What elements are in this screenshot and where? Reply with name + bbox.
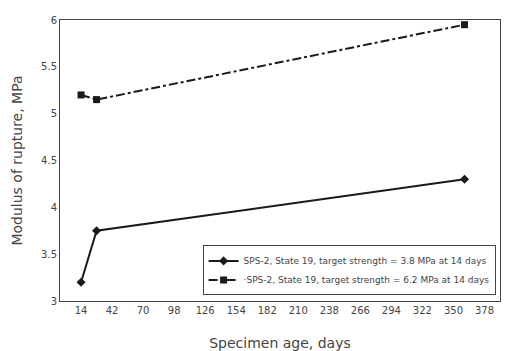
- svg-text:182: 182: [258, 305, 277, 316]
- svg-text:70: 70: [137, 305, 150, 316]
- svg-text:350: 350: [444, 305, 463, 316]
- svg-text:266: 266: [351, 305, 370, 316]
- svg-text:5.5: 5.5: [41, 61, 57, 72]
- svg-text:SPS-2, State 19, target streng: SPS-2, State 19, target strength = 3.8 M…: [244, 256, 487, 266]
- svg-text:Specimen age, days: Specimen age, days: [209, 335, 351, 351]
- svg-text:5: 5: [51, 108, 57, 119]
- svg-text:4: 4: [51, 202, 57, 213]
- svg-text:42: 42: [106, 305, 119, 316]
- svg-text:·SPS-2, State 19, target stren: ·SPS-2, State 19, target strength = 6.2 …: [244, 275, 490, 285]
- svg-text:294: 294: [382, 305, 401, 316]
- svg-text:14: 14: [75, 305, 88, 316]
- svg-text:6: 6: [51, 15, 57, 26]
- svg-text:126: 126: [196, 305, 215, 316]
- svg-text:98: 98: [168, 305, 181, 316]
- svg-text:Modulus of rupture, MPa: Modulus of rupture, MPa: [9, 75, 25, 245]
- svg-text:3: 3: [51, 296, 57, 307]
- svg-text:3.5: 3.5: [41, 249, 57, 260]
- svg-text:238: 238: [320, 305, 339, 316]
- svg-text:154: 154: [227, 305, 246, 316]
- svg-text:210: 210: [289, 305, 308, 316]
- svg-text:4.5: 4.5: [41, 155, 57, 166]
- svg-text:378: 378: [475, 305, 494, 316]
- svg-text:322: 322: [413, 305, 432, 316]
